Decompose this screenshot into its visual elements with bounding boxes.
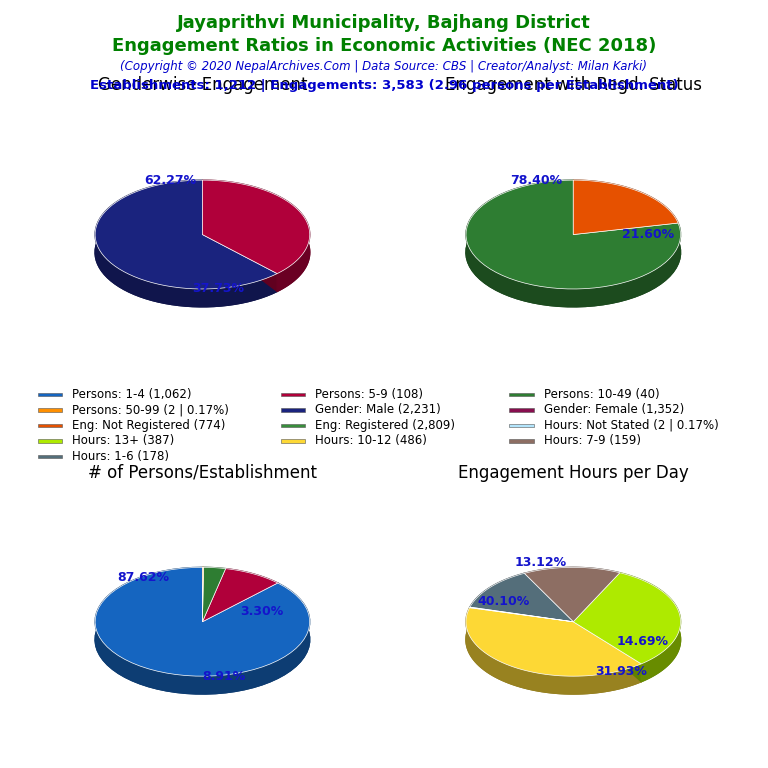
Bar bbox=[280, 409, 305, 412]
Text: Jayaprithvi Municipality, Bajhang District: Jayaprithvi Municipality, Bajhang Distri… bbox=[177, 14, 591, 31]
Polygon shape bbox=[466, 198, 680, 306]
Polygon shape bbox=[469, 622, 573, 625]
Text: 87.62%: 87.62% bbox=[118, 571, 170, 584]
Polygon shape bbox=[470, 574, 525, 625]
Bar bbox=[38, 424, 62, 427]
Text: Eng: Registered (2,809): Eng: Registered (2,809) bbox=[315, 419, 455, 432]
Polygon shape bbox=[466, 180, 680, 289]
Text: Gender: Male (2,231): Gender: Male (2,231) bbox=[315, 403, 441, 416]
Text: Gender: Female (1,352): Gender: Female (1,352) bbox=[544, 403, 684, 416]
Bar bbox=[38, 392, 62, 396]
Polygon shape bbox=[466, 607, 641, 676]
Polygon shape bbox=[203, 180, 310, 273]
Text: 62.27%: 62.27% bbox=[144, 174, 197, 187]
Text: (Copyright © 2020 NepalArchives.Com | Data Source: CBS | Creator/Analyst: Milan : (Copyright © 2020 NepalArchives.Com | Da… bbox=[121, 60, 647, 73]
Bar bbox=[280, 424, 305, 427]
Bar bbox=[280, 439, 305, 442]
Text: 37.73%: 37.73% bbox=[193, 283, 244, 296]
Text: 40.10%: 40.10% bbox=[478, 595, 530, 608]
Polygon shape bbox=[470, 591, 573, 625]
Polygon shape bbox=[226, 568, 278, 601]
Title: # of Persons/Establishment: # of Persons/Establishment bbox=[88, 464, 317, 482]
Title: Genderwise Engagement: Genderwise Engagement bbox=[98, 77, 307, 94]
Polygon shape bbox=[203, 198, 310, 291]
Polygon shape bbox=[525, 568, 620, 622]
Polygon shape bbox=[95, 180, 277, 289]
Text: 14.69%: 14.69% bbox=[617, 635, 669, 648]
Polygon shape bbox=[573, 180, 678, 241]
Polygon shape bbox=[203, 568, 278, 622]
Text: Persons: 10-49 (40): Persons: 10-49 (40) bbox=[544, 388, 659, 401]
Text: Persons: 50-99 (2 | 0.17%): Persons: 50-99 (2 | 0.17%) bbox=[72, 403, 229, 416]
Polygon shape bbox=[95, 180, 277, 306]
Bar bbox=[38, 455, 62, 458]
Text: Hours: 7-9 (159): Hours: 7-9 (159) bbox=[544, 435, 641, 447]
Text: Engagement Ratios in Economic Activities (NEC 2018): Engagement Ratios in Economic Activities… bbox=[112, 37, 656, 55]
Bar bbox=[509, 424, 534, 427]
Polygon shape bbox=[203, 568, 204, 585]
Polygon shape bbox=[95, 198, 277, 306]
Text: Hours: 13+ (387): Hours: 13+ (387) bbox=[72, 435, 174, 447]
Text: 21.60%: 21.60% bbox=[622, 228, 674, 241]
Polygon shape bbox=[204, 568, 226, 587]
Polygon shape bbox=[469, 607, 573, 622]
Polygon shape bbox=[525, 568, 620, 591]
Polygon shape bbox=[466, 607, 641, 694]
Text: Persons: 5-9 (108): Persons: 5-9 (108) bbox=[315, 388, 423, 401]
Polygon shape bbox=[203, 585, 226, 622]
Text: Persons: 1-4 (1,062): Persons: 1-4 (1,062) bbox=[72, 388, 192, 401]
Text: Hours: Not Stated (2 | 0.17%): Hours: Not Stated (2 | 0.17%) bbox=[544, 419, 718, 432]
Polygon shape bbox=[95, 568, 310, 676]
Polygon shape bbox=[95, 585, 310, 694]
Text: Eng: Not Registered (774): Eng: Not Registered (774) bbox=[72, 419, 226, 432]
Polygon shape bbox=[573, 573, 680, 664]
Text: Hours: 10-12 (486): Hours: 10-12 (486) bbox=[315, 435, 427, 447]
Polygon shape bbox=[203, 180, 310, 291]
Polygon shape bbox=[620, 573, 680, 682]
Text: 8.91%: 8.91% bbox=[202, 670, 246, 683]
Polygon shape bbox=[525, 585, 620, 622]
Bar bbox=[509, 392, 534, 396]
Polygon shape bbox=[203, 568, 204, 622]
Polygon shape bbox=[95, 568, 310, 694]
Polygon shape bbox=[573, 591, 680, 682]
Bar bbox=[509, 439, 534, 442]
Bar bbox=[38, 439, 62, 442]
Polygon shape bbox=[466, 180, 680, 306]
Polygon shape bbox=[466, 622, 641, 694]
Polygon shape bbox=[573, 180, 678, 234]
Polygon shape bbox=[203, 585, 204, 622]
Polygon shape bbox=[573, 198, 678, 241]
Text: 31.93%: 31.93% bbox=[596, 665, 647, 677]
Title: Engagement with Regd. Status: Engagement with Regd. Status bbox=[445, 77, 702, 94]
Polygon shape bbox=[470, 574, 573, 622]
Title: Engagement Hours per Day: Engagement Hours per Day bbox=[458, 464, 689, 482]
Text: 78.40%: 78.40% bbox=[510, 174, 561, 187]
Text: 3.30%: 3.30% bbox=[240, 605, 283, 618]
Bar bbox=[280, 392, 305, 396]
Polygon shape bbox=[203, 568, 226, 622]
Bar bbox=[509, 409, 534, 412]
Bar bbox=[38, 409, 62, 412]
Text: 13.12%: 13.12% bbox=[515, 556, 567, 569]
Polygon shape bbox=[203, 587, 278, 622]
Text: Hours: 1-6 (178): Hours: 1-6 (178) bbox=[72, 450, 169, 463]
Text: Establishments: 1,212 | Engagements: 3,583 (2.96 persons per Establishment): Establishments: 1,212 | Engagements: 3,5… bbox=[90, 79, 678, 92]
